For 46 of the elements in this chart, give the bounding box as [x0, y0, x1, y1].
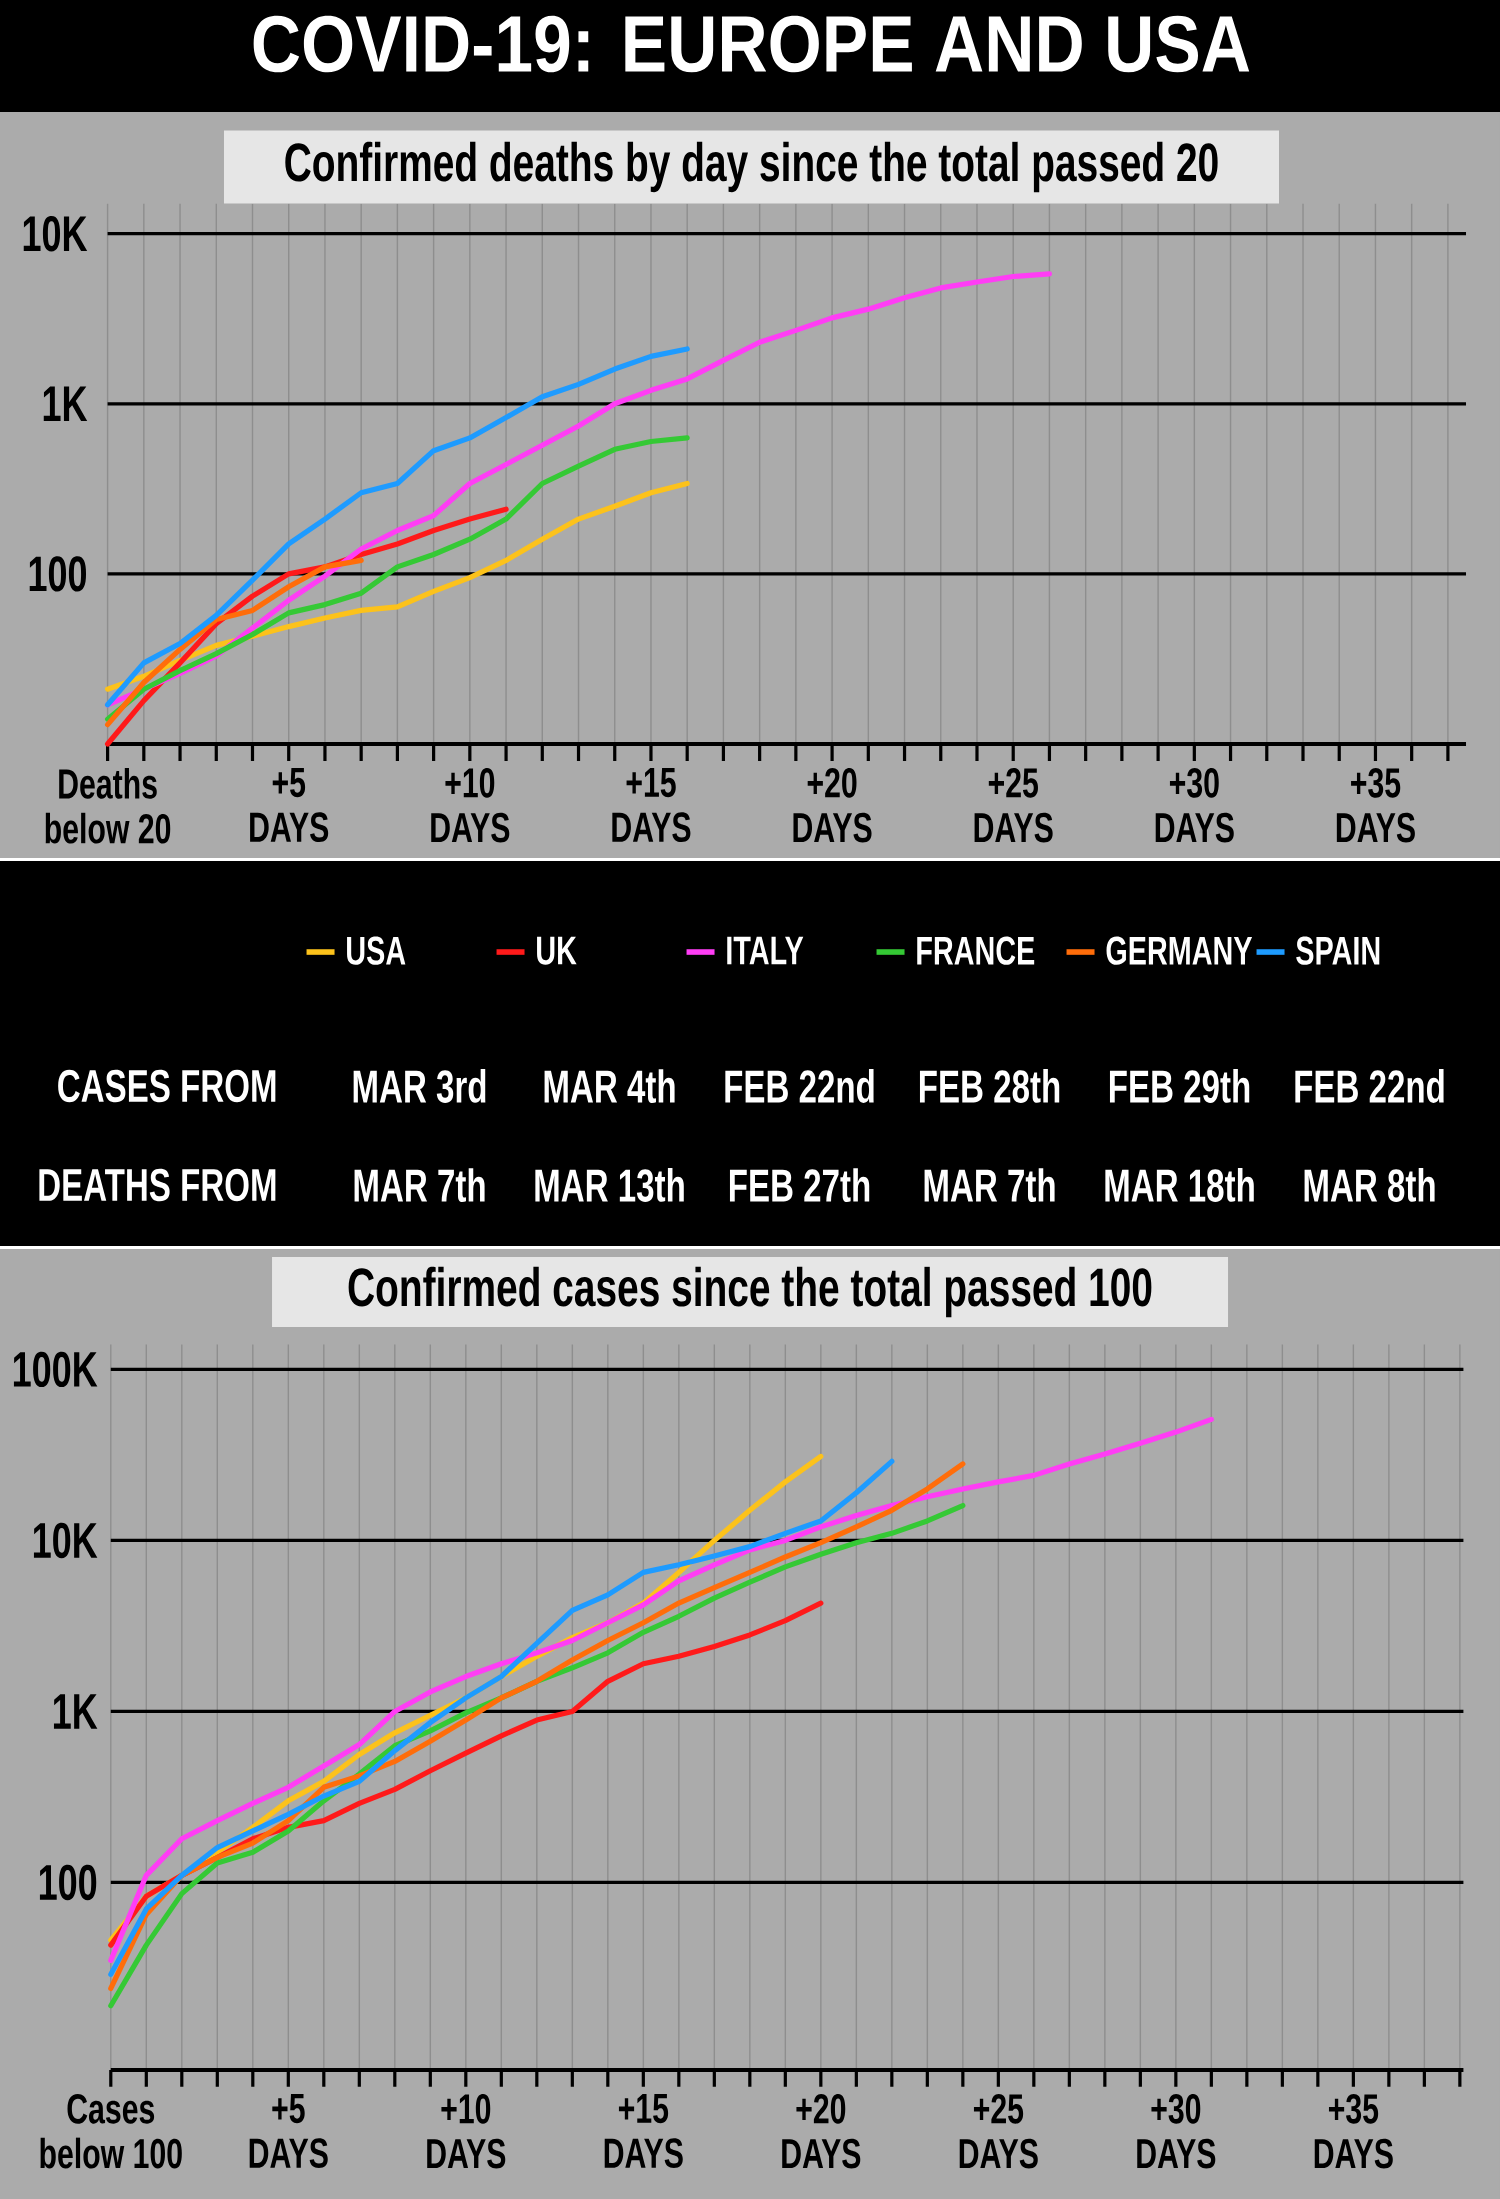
- text: FEB 22nd: [1295, 1069, 1444, 1103]
- text: FEB 29th: [1109, 1069, 1250, 1103]
- chart-title: COVID-19: EUROPE AND USA: [253, 15, 1250, 73]
- x-tick-label: +15 DAYS: [612, 767, 691, 843]
- text: FEB 28th: [919, 1069, 1060, 1103]
- legend-label: SPAIN: [1296, 936, 1380, 965]
- x-tick-label: +35 DAYS: [1314, 2093, 1393, 2169]
- text: MAR 7th: [354, 1168, 485, 1202]
- x-tick-label: +20 DAYS: [793, 767, 872, 843]
- y-tick-label: 100: [29, 556, 87, 592]
- y-tick-label: 10K: [33, 1522, 98, 1559]
- text: CASES FROM: [58, 1069, 276, 1103]
- text: MAR 8th: [1304, 1168, 1435, 1202]
- text: FEB 27th: [729, 1168, 870, 1202]
- legend-label: GERMANY: [1106, 936, 1253, 965]
- legend-label: FRANCE: [917, 936, 1035, 965]
- x-tick-label: +5 DAYS: [250, 767, 329, 843]
- legend-label: USA: [347, 936, 406, 965]
- chart-subtitle: Confirmed deaths by day since the total passed 20: [285, 141, 1218, 193]
- text: MAR 13th: [535, 1168, 684, 1202]
- y-tick-label: 100K: [13, 1351, 98, 1388]
- x-tick-label: +35 DAYS: [1336, 767, 1415, 843]
- chart-title: Confirmed cases since the total passed 100: [348, 1266, 1152, 1318]
- x-tick-label: Cases below 100: [40, 2093, 182, 2169]
- y-tick-label: 1K: [43, 386, 88, 421]
- x-tick-label: +15 DAYS: [604, 2093, 683, 2169]
- x-tick-label: +10 DAYS: [431, 767, 510, 843]
- text: MAR 3rd: [353, 1069, 486, 1103]
- text: MAR 4th: [544, 1069, 675, 1103]
- x-tick-label: +10 DAYS: [427, 2093, 506, 2169]
- text: FEB 22nd: [725, 1069, 874, 1103]
- text: DEATHS FROM: [39, 1168, 276, 1202]
- x-tick-label: Deaths below 20: [45, 767, 171, 844]
- x-tick-label: +30 DAYS: [1155, 767, 1234, 843]
- y-tick-label: 10K: [23, 215, 88, 252]
- legend-label: ITALY: [727, 936, 804, 965]
- x-tick-label: +25 DAYS: [974, 767, 1053, 843]
- x-tick-label: +20 DAYS: [782, 2093, 861, 2169]
- x-tick-label: +25 DAYS: [959, 2093, 1038, 2169]
- legend-label: UK: [537, 936, 577, 965]
- y-tick-label: 1K: [53, 1694, 98, 1729]
- text: MAR 7th: [924, 1168, 1055, 1202]
- y-tick-label: 100: [39, 1864, 97, 1901]
- text: MAR 18th: [1105, 1168, 1254, 1202]
- x-tick-label: +5 DAYS: [249, 2093, 328, 2169]
- x-tick-label: +30 DAYS: [1137, 2093, 1216, 2169]
